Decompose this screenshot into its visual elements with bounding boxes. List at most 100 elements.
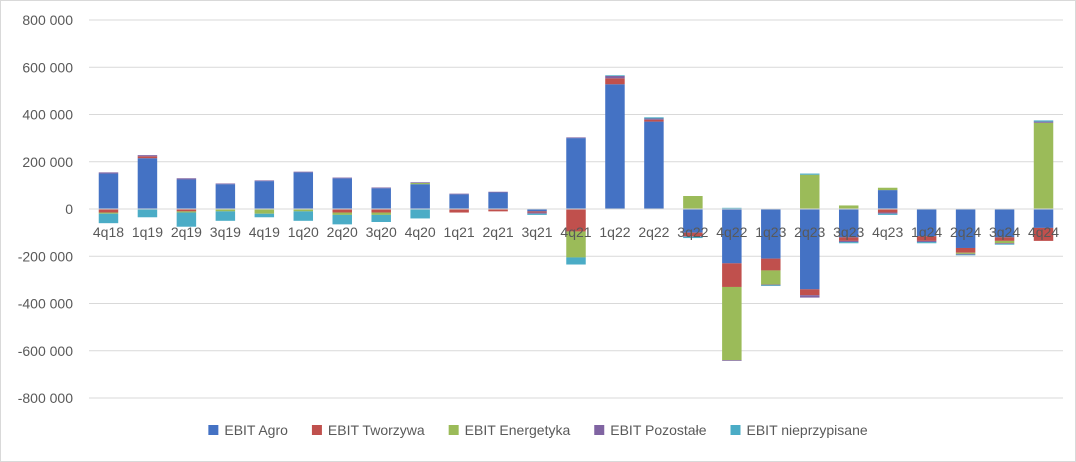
legend-swatch [311, 425, 322, 435]
bar-ebit-tworzywa-3q21 [527, 211, 547, 213]
bar-ebit-agro-3q20 [371, 188, 391, 209]
bar-ebit-tworzywa-1q19 [137, 156, 158, 159]
bar-ebit-agro-2q23 [800, 209, 820, 290]
bar-ebit-agro-4q20 [410, 184, 430, 209]
bar-ebit-agro-3q19 [215, 184, 236, 209]
bar-ebit-pozosta-e-3q23 [838, 240, 859, 243]
x-tick-label-1q24: 1q24 [911, 224, 942, 240]
x-tick-label-1q22: 1q22 [599, 224, 630, 240]
bar-ebit-pozosta-e-4q21 [566, 137, 586, 139]
legend-label: EBIT nieprzypisane [747, 422, 868, 438]
bar-ebit-agro-4q24 [1033, 209, 1054, 228]
bar-ebit-tworzywa-1q23 [761, 258, 781, 271]
bar-ebit-nieprzypisane-2q19 [176, 212, 197, 227]
x-tick-label-2q20: 2q20 [327, 224, 358, 240]
bar-ebit-agro-1q19 [137, 158, 158, 209]
bar-ebit-pozosta-e-1q23 [761, 284, 781, 286]
bar-ebit-nieprzypisane-4q18 [98, 213, 119, 224]
x-tick-label-4q22: 4q22 [716, 224, 747, 240]
bar-ebit-nieprzypisane-2q24 [955, 254, 976, 256]
x-tick-label-1q21: 1q21 [444, 224, 475, 240]
bar-ebit-energetyka-2q20 [332, 212, 352, 215]
x-tick-label-4q23: 4q23 [872, 224, 903, 240]
bar-ebit-tworzywa-2q20 [332, 209, 352, 213]
bar-ebit-energetyka-3q19 [215, 209, 236, 212]
bar-ebit-tworzywa-2q22 [644, 119, 664, 122]
y-tick-label: 600 000 [22, 59, 73, 75]
legend-item-ebit-nieprzypisane: EBIT nieprzypisane [730, 422, 868, 438]
bar-ebit-nieprzypisane-3q20 [371, 214, 391, 222]
bar-ebit-tworzywa-3q24 [994, 237, 1015, 241]
bar-ebit-energetyka-2q23 [800, 174, 820, 209]
bar-ebit-tworzywa-1q21 [449, 209, 469, 213]
x-tick-label-2q23: 2q23 [794, 224, 825, 240]
x-tick-label-3q22: 3q22 [677, 224, 708, 240]
bar-ebit-pozosta-e-2q22 [644, 118, 664, 120]
bar-ebit-pozosta-e-3q22 [683, 236, 703, 237]
bar-ebit-pozosta-e-4q20 [410, 182, 430, 184]
bar-ebit-agro-4q18 [98, 173, 119, 209]
bar-ebit-pozosta-e-3q19 [215, 183, 236, 185]
bar-ebit-nieprzypisane-3q22 [683, 236, 703, 239]
bar-ebit-tworzywa-4q18 [98, 209, 119, 213]
x-axis: 4q18 1q19 2q19 3q19 4q19 1q20 2q20 3q20 4q20 1q21… [93, 224, 1059, 240]
y-tick-label: 800 000 [22, 12, 73, 28]
bar-ebit-pozosta-e-4q23 [877, 212, 898, 214]
bar-ebit-agro-1q23 [761, 209, 781, 259]
x-tick-label-3q23: 3q23 [833, 224, 864, 240]
legend-swatch [594, 425, 605, 435]
bar-ebit-tworzywa-4q23 [877, 209, 898, 213]
legend-item-ebit-energetyka: EBIT Energetyka [448, 422, 571, 438]
bar-ebit-energetyka-4q19 [254, 209, 275, 214]
x-tick-label-2q24: 2q24 [950, 224, 981, 240]
bar-ebit-agro-1q24 [916, 209, 937, 237]
bar-ebit-nieprzypisane-4q24 [1033, 120, 1054, 122]
y-tick-label: -400 000 [18, 296, 73, 312]
bar-ebit-pozosta-e-4q19 [254, 180, 275, 182]
bar-ebit-nieprzypisane-4q19 [254, 213, 275, 218]
bar-ebit-tworzywa-2q19 [176, 209, 197, 212]
bar-ebit-tworzywa-1q24 [916, 236, 937, 241]
x-tick-label-4q21: 4q21 [560, 224, 591, 240]
y-tick-label: 400 000 [22, 107, 73, 123]
legend-label: EBIT Pozostałe [610, 422, 706, 438]
bar-ebit-energetyka-1q20 [293, 209, 314, 212]
bar-ebit-agro-2q20 [332, 178, 352, 209]
bar-ebit-pozosta-e-3q21 [527, 212, 547, 214]
bar-ebit-agro-4q21 [566, 138, 586, 209]
bar-ebit-nieprzypisane-3q21 [527, 213, 547, 215]
legend-label: EBIT Energetyka [465, 422, 571, 438]
bar-ebit-nieprzypisane-2q23 [800, 173, 820, 175]
bar-ebit-tworzywa-3q20 [371, 209, 391, 213]
bar-ebit-agro-3q21 [527, 209, 547, 212]
bar-ebit-nieprzypisane-1q19 [137, 209, 158, 218]
bar-ebit-pozosta-e-3q24 [994, 243, 1015, 244]
x-tick-label-4q19: 4q19 [249, 224, 280, 240]
legend-label: EBIT Tworzywa [328, 422, 425, 438]
bar-ebit-tworzywa-3q22 [683, 232, 703, 237]
legend-item-ebit-tworzywa: EBIT Tworzywa [311, 422, 425, 438]
x-tick-label-2q21: 2q21 [483, 224, 514, 240]
x-tick-label-3q24: 3q24 [989, 224, 1020, 240]
bar-ebit-pozosta-e-2q20 [332, 177, 352, 179]
y-tick-label: 0 [65, 201, 73, 217]
bar-ebit-agro-2q21 [488, 192, 508, 209]
legend-item-ebit-agro: EBIT Agro [208, 422, 288, 438]
bar-ebit-tworzywa-2q24 [955, 247, 976, 253]
bar-ebit-pozosta-e-2q21 [488, 191, 508, 193]
y-tick-label: -800 000 [18, 390, 73, 406]
legend: EBIT Agro EBIT Tworzywa EBIT Energetyka EBI… [208, 422, 868, 438]
x-tick-label-2q22: 2q22 [638, 224, 669, 240]
bar-ebit-pozosta-e-4q24 [1033, 121, 1054, 123]
bar-ebit-nieprzypisane-4q23 [877, 213, 898, 215]
bar-ebit-nieprzypisane-1q24 [916, 242, 937, 244]
bar-ebit-agro-3q23 [838, 209, 859, 238]
bar-ebit-energetyka-4q21 [566, 231, 586, 258]
y-axis: -800 000 -600 000 -400 000 -200 000 0 200 000… [18, 12, 73, 406]
x-tick-label-4q18: 4q18 [93, 224, 124, 240]
legend-item-ebit-pozosta-e: EBIT Pozostałe [594, 422, 707, 438]
bar-ebit-energetyka-2q24 [955, 252, 976, 254]
bar-ebit-nieprzypisane-1q22 [605, 75, 625, 76]
bar-ebit-agro-3q24 [994, 209, 1015, 238]
